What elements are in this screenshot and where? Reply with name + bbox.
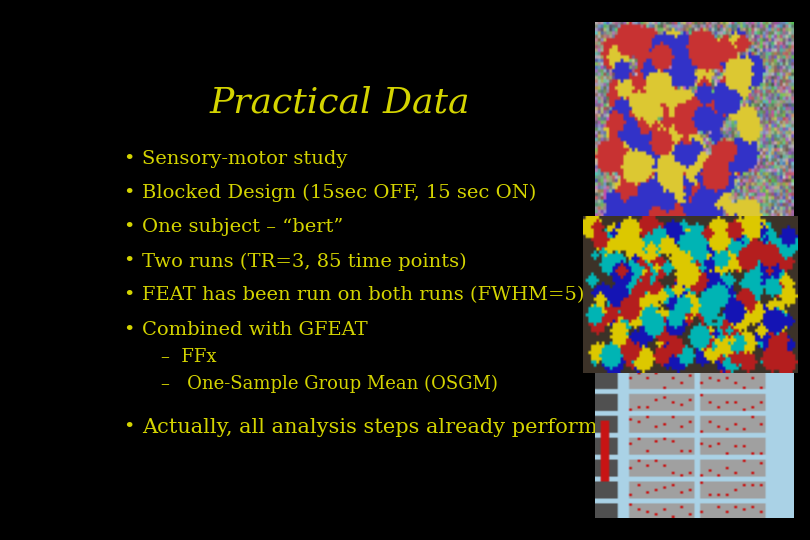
Text: Actually, all analysis steps already performed!: Actually, all analysis steps already per… [142, 418, 632, 437]
Text: •: • [123, 184, 134, 202]
Text: •: • [123, 150, 134, 168]
Text: Sensory-motor study: Sensory-motor study [142, 150, 347, 168]
Text: •: • [123, 252, 134, 271]
Text: Practical Data: Practical Data [210, 85, 470, 119]
Text: Blocked Design (15sec OFF, 15 sec ON): Blocked Design (15sec OFF, 15 sec ON) [142, 184, 536, 202]
Text: •: • [123, 418, 134, 436]
Text: •: • [123, 321, 134, 339]
Text: –   One-Sample Group Mean (OSGM): – One-Sample Group Mean (OSGM) [161, 375, 498, 393]
Text: FEAT has been run on both runs (FWHM=5): FEAT has been run on both runs (FWHM=5) [142, 286, 585, 305]
Text: Combined with GFEAT: Combined with GFEAT [142, 321, 368, 339]
Text: –  FFx: – FFx [161, 348, 216, 366]
Text: •: • [123, 286, 134, 305]
Text: •: • [123, 218, 134, 236]
Text: 29: 29 [699, 462, 716, 476]
Text: Two runs (TR=3, 85 time points): Two runs (TR=3, 85 time points) [142, 252, 467, 271]
Text: One subject – “bert”: One subject – “bert” [142, 218, 343, 236]
